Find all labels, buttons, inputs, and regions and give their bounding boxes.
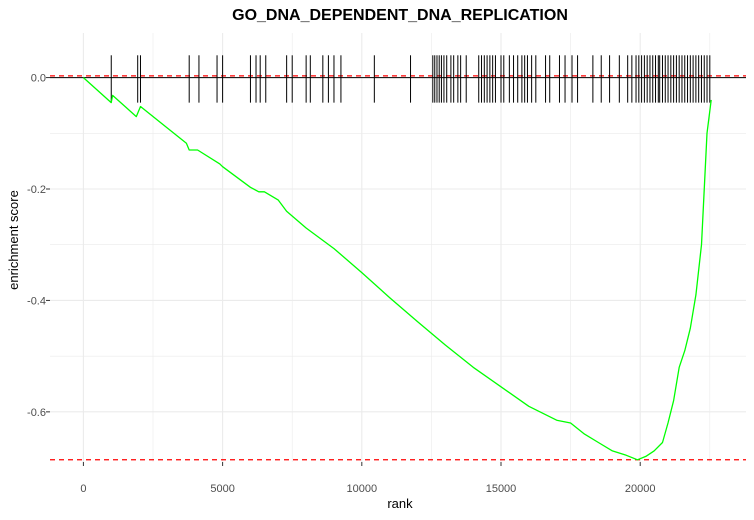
x-tick-label: 20000 <box>625 483 656 495</box>
y-tick-label: 0.0 <box>31 73 46 85</box>
y-tick-label: -0.2 <box>27 184 46 196</box>
y-tick-label: -0.4 <box>27 295 46 307</box>
x-tick-label: 15000 <box>486 483 517 495</box>
enrichment-score-line <box>82 77 712 461</box>
x-axis-ticks: 0 5000 10000 15000 20000 <box>80 462 656 495</box>
x-tick-label: 0 <box>80 483 86 495</box>
y-axis-title: enrichment score <box>6 190 21 290</box>
x-tick-label: 5000 <box>210 483 234 495</box>
reference-lines <box>50 75 746 461</box>
chart-title: GO_DNA_DEPENDENT_DNA_REPLICATION <box>232 7 568 24</box>
series-layer <box>82 77 712 461</box>
x-axis-title: rank <box>387 496 413 511</box>
x-tick-label: 10000 <box>347 483 378 495</box>
y-axis-ticks: 0.0 -0.2 -0.4 -0.6 <box>27 73 50 419</box>
y-tick-label: -0.6 <box>27 407 46 419</box>
gene-hit-marks <box>110 55 711 103</box>
